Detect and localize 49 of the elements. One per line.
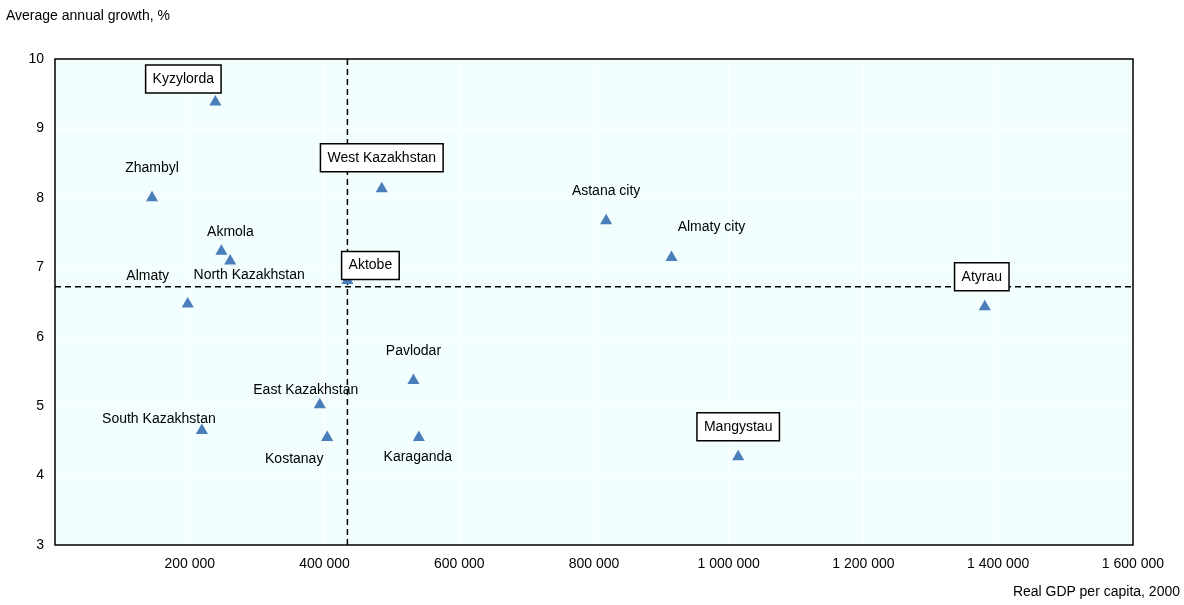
- point: [978, 299, 991, 311]
- point: [321, 430, 334, 441]
- annotation: Kyzylorda: [152, 69, 215, 86]
- y-tick-label: 7: [36, 258, 45, 275]
- x-axis-title: Real GDP per capita, 2000: [1012, 583, 1181, 599]
- point: [665, 250, 678, 262]
- annotation: Pavlodar: [385, 342, 442, 359]
- annotation: East Kazakhstan: [253, 380, 359, 397]
- y-tick-label: 3: [36, 535, 45, 552]
- point: [313, 397, 326, 409]
- y-tick-label: 4: [36, 466, 45, 483]
- annotation: Almaty city: [677, 218, 746, 235]
- y-tick-label: 5: [36, 397, 45, 413]
- annotation: Almaty: [126, 266, 170, 283]
- x-tick-label: 200 000: [164, 555, 216, 572]
- x-tick-label: 1 400 000: [967, 555, 1030, 572]
- annotation: Kostanay: [265, 450, 324, 467]
- annotation: Aktobe: [348, 256, 393, 273]
- annotation: Zhambyl: [125, 158, 179, 175]
- y-tick-label: 6: [36, 327, 45, 344]
- point: [209, 95, 222, 106]
- point: [215, 244, 228, 255]
- x-tick-label: 1 000 000: [697, 555, 761, 572]
- point: [224, 254, 237, 265]
- x-tick-label: 600 000: [433, 555, 485, 572]
- point: [181, 297, 194, 308]
- point: [145, 190, 159, 202]
- annotation: Karaganda: [383, 448, 453, 465]
- annotation: Mangystau: [703, 417, 773, 434]
- point: [412, 430, 425, 441]
- annotation: South Kazakhstan: [102, 410, 216, 427]
- annotation: North Kazakhstan: [193, 265, 305, 282]
- annotation: Astana city: [571, 181, 641, 198]
- point: [195, 423, 208, 434]
- y-tick-label: 8: [36, 188, 45, 205]
- point: [600, 213, 613, 225]
- x-tick-label: 1 200 000: [832, 555, 895, 572]
- x-tick-label: 400 000: [299, 555, 351, 572]
- y-tick-label: 9: [36, 119, 45, 136]
- annotation: Akmola: [207, 223, 254, 240]
- point: [407, 373, 420, 384]
- annotation: Atyrau: [961, 267, 1003, 284]
- y-axis-title: Average annual growth, %: [6, 7, 170, 23]
- point: [375, 181, 388, 193]
- annotation: West Kazakhstan: [327, 148, 437, 165]
- point: [732, 449, 745, 461]
- x-tick-label: 1 600 000: [1101, 555, 1165, 572]
- x-tick-label: 800 000: [568, 555, 620, 572]
- y-tick-label: 10: [28, 49, 45, 66]
